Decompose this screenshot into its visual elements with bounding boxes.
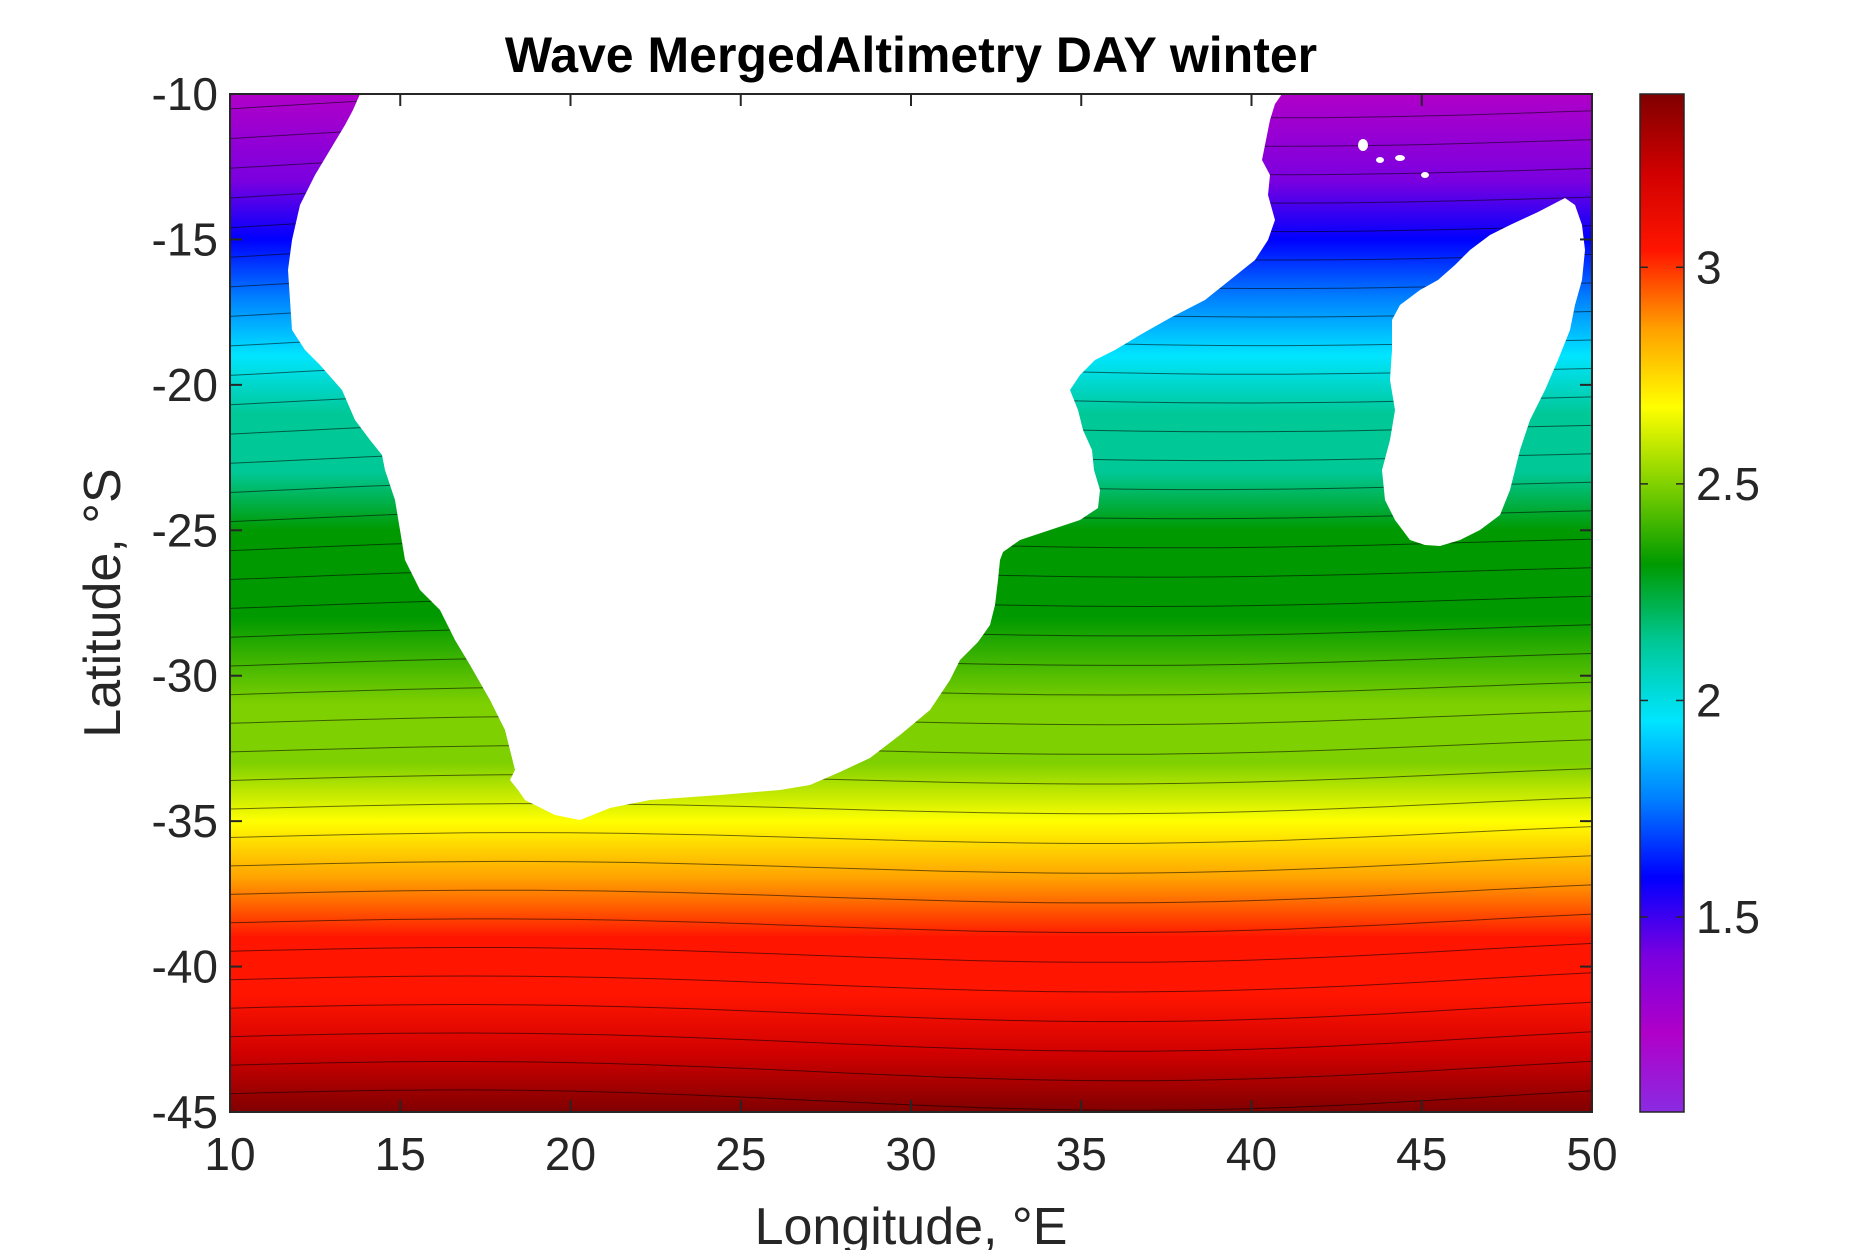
colorbar-scale [1639,93,1685,1113]
y-tick-label: -20 [152,359,218,411]
contour-line [230,768,1592,785]
y-tick-label: -10 [152,68,218,120]
land-mask [288,94,1585,820]
y-tick-label: -45 [152,1086,218,1138]
chart-title: Wave MergedAltimetry DAY winter [505,27,1317,83]
x-tick-label: 45 [1396,1128,1447,1180]
y-tick-label: -25 [152,504,218,556]
x-tick-label: 50 [1566,1128,1617,1180]
plot-area [229,93,1593,1113]
x-tick-label: 20 [545,1128,596,1180]
y-tick-label: -15 [152,213,218,265]
x-tick-label: 35 [1056,1128,1107,1180]
island [1395,155,1405,161]
x-tick-label: 30 [885,1128,936,1180]
contour-line [230,1001,1592,1023]
africa-landmass [288,94,1282,820]
contour-line [230,942,1592,963]
contour-line [230,855,1592,874]
contour-line [230,884,1592,904]
x-tick-label: 10 [204,1128,255,1180]
contour-line [230,913,1592,934]
y-axis-label: Latitude, °S [74,468,132,737]
contour-line [230,826,1592,844]
contour-line [230,1060,1592,1082]
colorbar-tick-label: 2.5 [1696,458,1760,510]
island [1358,139,1368,151]
y-tick-label: -30 [152,650,218,702]
x-tick-label: 25 [715,1128,766,1180]
colorbar: 1.5 2 2.5 3 [1639,93,1760,1113]
contour-line [230,739,1592,755]
x-tick-label: 15 [375,1128,426,1180]
colorbar-tick-label: 3 [1696,241,1722,293]
island [1421,172,1429,178]
x-tick-label: 40 [1226,1128,1277,1180]
contour-line [230,797,1592,815]
y-tick-label: -40 [152,941,218,993]
island [1376,157,1384,163]
contour-line [230,972,1592,993]
x-axis: 10 15 20 25 30 35 40 45 50 [204,94,1618,1180]
madagascar-landmass [1382,198,1585,546]
colorbar-ticks: 1.5 2 2.5 3 [1640,241,1760,943]
y-tick-label: -35 [152,795,218,847]
contour-line [230,1031,1592,1052]
y-axis: -10 -15 -20 -25 -30 -35 -40 -45 [152,68,1592,1138]
colorbar-tick-label: 2 [1696,674,1722,726]
colorbar-tick-label: 1.5 [1696,891,1760,943]
x-axis-label: Longitude, °E [755,1198,1068,1250]
